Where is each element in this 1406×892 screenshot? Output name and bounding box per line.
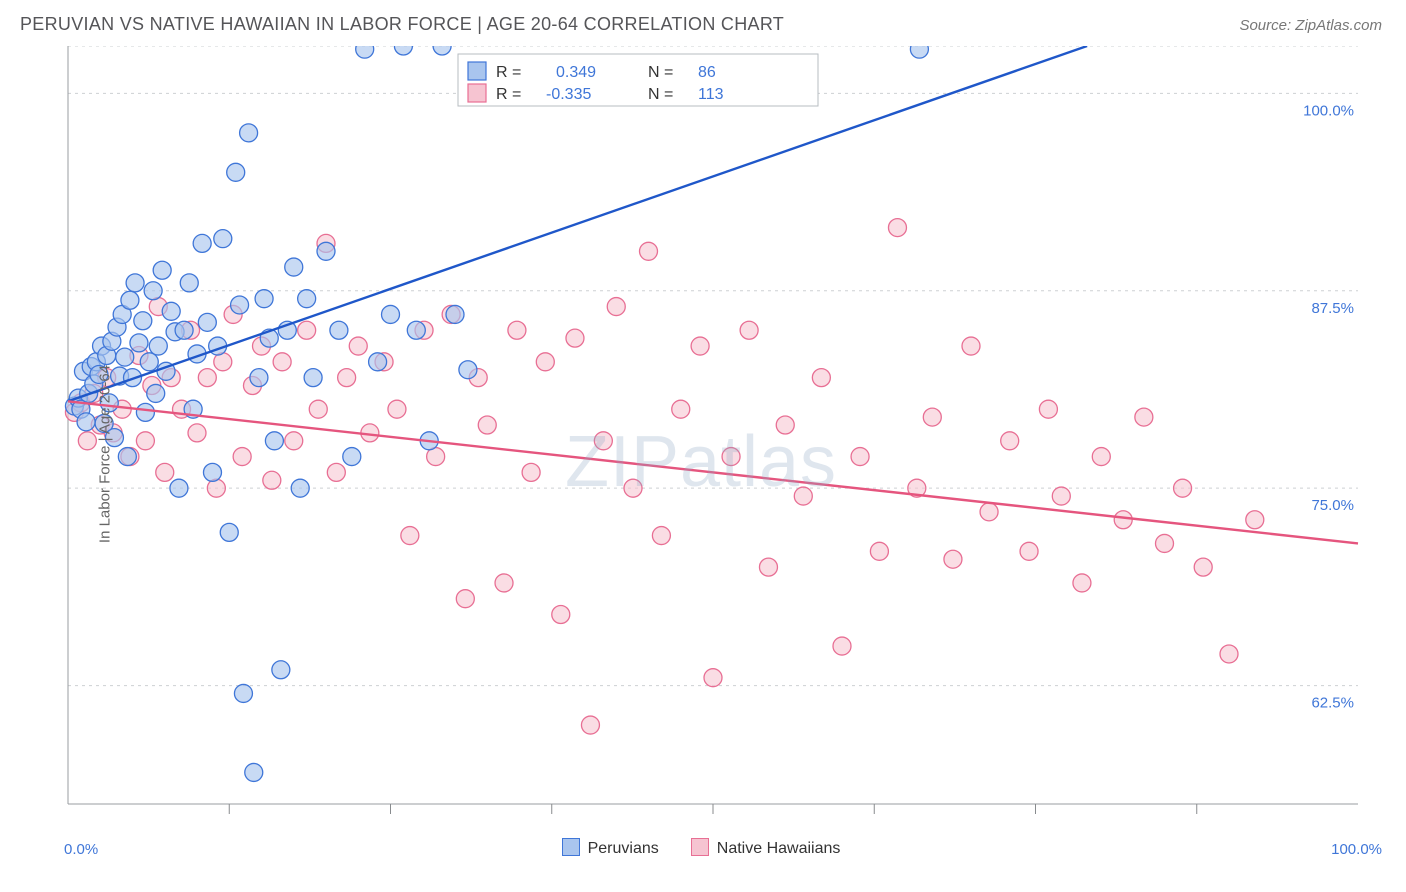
source-attribution: Source: ZipAtlas.com bbox=[1239, 17, 1382, 34]
svg-text:62.5%: 62.5% bbox=[1311, 695, 1354, 712]
svg-text:N =: N = bbox=[648, 64, 673, 81]
svg-text:113: 113 bbox=[698, 86, 724, 103]
svg-text:0.349: 0.349 bbox=[556, 64, 596, 81]
svg-text:86: 86 bbox=[698, 64, 716, 81]
legend-item-peruvians: Peruvians bbox=[562, 838, 659, 858]
svg-text:75.0%: 75.0% bbox=[1311, 497, 1354, 514]
legend-swatch-blue bbox=[562, 838, 580, 856]
legend-swatch-pink bbox=[691, 838, 709, 856]
svg-text:R =: R = bbox=[496, 64, 521, 81]
legend-label-peruvians: Peruvians bbox=[588, 840, 659, 857]
svg-text:87.5%: 87.5% bbox=[1311, 300, 1354, 317]
legend-label-native-hawaiians: Native Hawaiians bbox=[717, 840, 841, 857]
scatter-chart-svg: 62.5% 75.0% 87.5% 100.0% R = 0.349 N = 86 R = -0.… bbox=[20, 46, 1382, 858]
svg-text:N =: N = bbox=[648, 86, 673, 103]
chart-area: In Labor Force | Age 20-64 62.5% 75.0% 87.… bbox=[20, 46, 1382, 862]
legend-item-native-hawaiians: Native Hawaiians bbox=[691, 838, 841, 858]
bottom-legend: Peruvians Native Hawaiians bbox=[20, 838, 1382, 858]
y-axis-label: In Labor Force | Age 20-64 bbox=[97, 365, 114, 543]
svg-text:-0.335: -0.335 bbox=[546, 86, 591, 103]
chart-header: PERUVIAN VS NATIVE HAWAIIAN IN LABOR FOR… bbox=[0, 0, 1406, 43]
chart-title: PERUVIAN VS NATIVE HAWAIIAN IN LABOR FOR… bbox=[20, 14, 784, 35]
svg-text:100.0%: 100.0% bbox=[1303, 102, 1354, 119]
svg-text:R =: R = bbox=[496, 86, 521, 103]
